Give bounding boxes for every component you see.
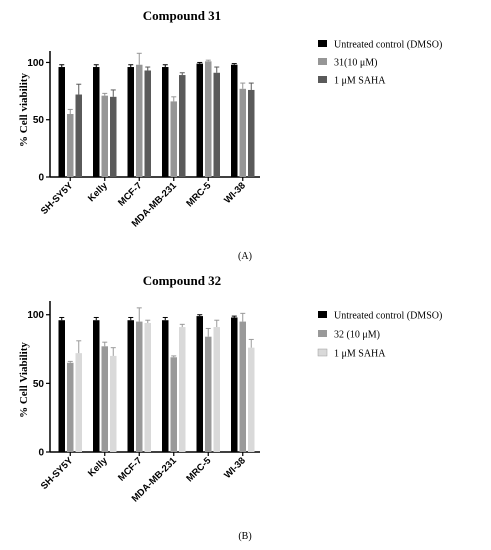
legend-swatch xyxy=(318,58,327,65)
bar xyxy=(205,336,212,452)
legend-label: 1 μM SAHA xyxy=(334,349,386,360)
chart-title: Compound 31 xyxy=(143,8,221,23)
bar xyxy=(248,347,255,452)
bar xyxy=(248,89,255,177)
bar xyxy=(67,362,74,452)
legend-swatch xyxy=(318,76,327,83)
x-tick-label: MCF-7 xyxy=(116,180,144,208)
legend-label: 32 (10 μM) xyxy=(334,330,380,341)
y-axis-label: % Cell viability xyxy=(18,73,30,147)
bar xyxy=(110,355,117,452)
bar xyxy=(75,353,82,452)
legend-label: 1 μM SAHA xyxy=(334,76,386,87)
bar xyxy=(170,357,177,452)
bar xyxy=(231,317,238,452)
y-tick-label: 100 xyxy=(27,58,44,69)
bar xyxy=(58,320,65,452)
bar xyxy=(93,67,100,177)
panel-b: Compound 32 % Cell Viability 0 50 100 SH-SY… xyxy=(18,273,442,542)
legend: Untreated control (DMSO) 32 (10 μM) 1 μM S… xyxy=(317,311,442,360)
bar xyxy=(213,327,220,452)
y-tick-label: 50 xyxy=(33,115,45,126)
legend-swatch xyxy=(318,40,327,47)
bar xyxy=(239,321,246,452)
bar xyxy=(239,88,246,177)
y-tick-label: 0 xyxy=(38,173,44,184)
bar xyxy=(213,72,220,177)
bar xyxy=(127,67,134,177)
bar xyxy=(196,63,203,177)
bar xyxy=(136,64,143,177)
x-tick-label: MRC-5 xyxy=(184,455,214,485)
bar xyxy=(101,346,108,452)
legend-label: Untreated control (DMSO) xyxy=(334,311,442,322)
bar xyxy=(136,321,143,452)
x-tick-label: WI-38 xyxy=(222,455,248,481)
legend: Untreated control (DMSO) 31(10 μM) 1 μM SA… xyxy=(318,40,442,87)
bar xyxy=(205,61,212,177)
bar xyxy=(179,75,186,177)
bar xyxy=(93,320,100,452)
bar xyxy=(144,322,151,452)
panel-label: (B) xyxy=(238,531,251,542)
bar xyxy=(67,114,74,177)
legend-swatch xyxy=(318,311,327,318)
bar xyxy=(127,320,134,452)
x-tick-label: WI-38 xyxy=(222,180,248,206)
legend-swatch xyxy=(317,348,328,357)
bar xyxy=(101,95,108,177)
bar xyxy=(162,320,169,452)
bar xyxy=(58,67,65,177)
bar xyxy=(196,316,203,452)
x-tick-label: Kelly xyxy=(86,180,110,204)
legend-label: Untreated control (DMSO) xyxy=(334,40,442,51)
bar xyxy=(170,101,177,177)
legend-swatch xyxy=(318,330,327,337)
x-tick-label: SH-SY5Y xyxy=(39,180,76,217)
bar xyxy=(162,67,169,177)
x-tick-label: Kelly xyxy=(86,455,110,479)
legend-label: 31(10 μM) xyxy=(334,58,377,69)
panel-a: Compound 31 % Cell viability 0 50 100 SH-SY… xyxy=(18,8,442,262)
chart-title: Compound 32 xyxy=(143,273,221,288)
bar xyxy=(75,94,82,177)
x-tick-label: SH-SY5Y xyxy=(39,455,76,492)
panel-label: (A) xyxy=(238,251,252,262)
y-axis-label: % Cell Viability xyxy=(18,342,30,418)
bar xyxy=(144,70,151,177)
bar xyxy=(110,96,117,177)
y-tick-label: 100 xyxy=(27,310,44,321)
bar xyxy=(231,64,238,177)
y-tick-label: 0 xyxy=(38,448,44,459)
x-tick-label: MCF-7 xyxy=(116,455,144,483)
x-tick-label: MRC-5 xyxy=(184,180,214,210)
bar xyxy=(179,327,186,452)
y-tick-label: 50 xyxy=(33,379,45,390)
